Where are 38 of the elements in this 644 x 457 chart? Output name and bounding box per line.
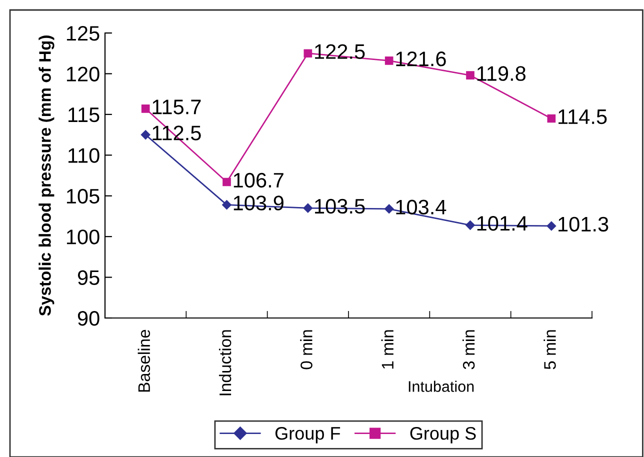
legend-label: Group S [410,426,476,444]
x-tick-label: Baseline [138,330,150,392]
y-tick-label: 95 [78,270,100,286]
y-axis-title: Systolic blood pressure (mm of Hg) [38,36,54,316]
point [222,178,231,186]
data-label: 115.7 [152,100,201,114]
legend-label: Group F [275,426,340,444]
point [546,221,556,231]
data-label: 122.5 [315,44,365,59]
point [384,204,394,214]
data-label: 114.5 [558,110,607,124]
y-tick-label: 120 [66,66,100,82]
data-label: 121.6 [396,52,446,66]
data-label: 106.7 [234,172,284,188]
point [547,114,556,123]
y-tick-label: 125 [66,26,100,41]
x-axis-title: Intubation [408,380,474,392]
x-tick-label: 5 min [544,330,556,370]
point [304,49,312,58]
x-tick-label: 3 min [462,330,475,370]
point [303,203,313,213]
y-tick-label: 90 [78,311,100,326]
y-tick-label: 105 [66,188,100,204]
point [140,130,150,140]
data-label: 103.4 [396,200,446,214]
data-label: 119.8 [477,66,526,81]
point [384,56,394,65]
x-tick-label: 0 min [300,330,312,370]
data-label: 101.3 [558,216,608,232]
y-tick-label: 100 [66,230,100,244]
point [466,71,474,80]
x-tick-label: Induction [218,330,232,396]
y-tick-label: 110 [68,148,100,163]
point [222,200,232,210]
x-tick-label: 1 min [381,330,394,369]
point [466,220,475,230]
y-tick-label: 115 [68,108,100,122]
point [141,104,150,113]
